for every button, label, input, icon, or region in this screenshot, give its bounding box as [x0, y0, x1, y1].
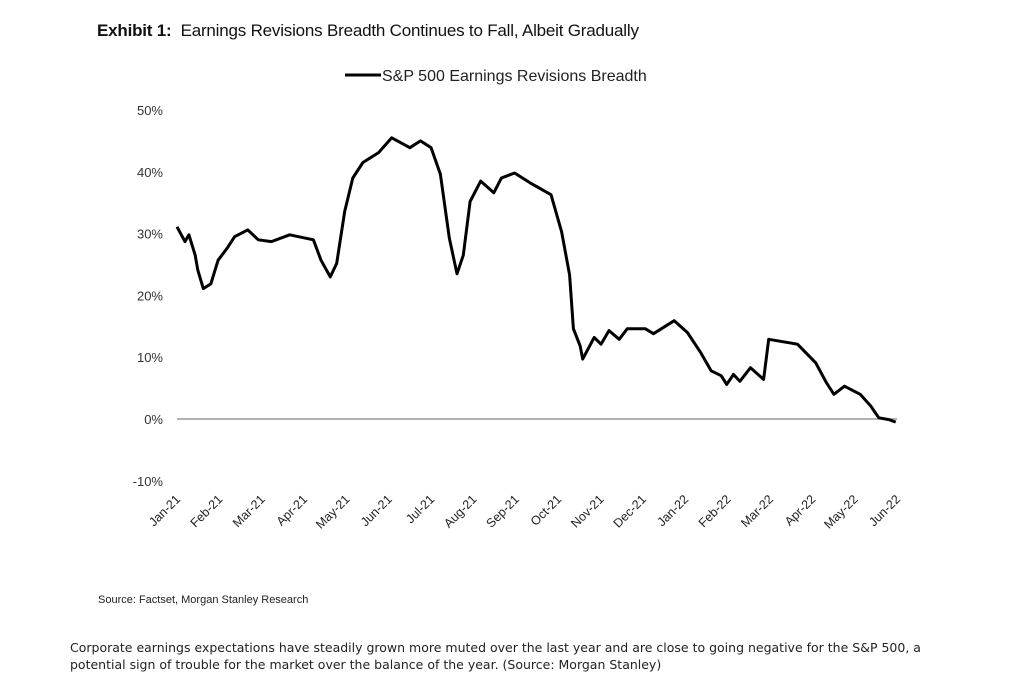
x-tick-label: Jan-21: [146, 492, 183, 529]
x-tick-label: Jun-21: [358, 492, 395, 529]
x-tick-label: Sep-21: [484, 492, 522, 530]
y-tick-label: 10%: [137, 350, 163, 365]
y-tick-label: 20%: [137, 288, 163, 303]
y-tick-label: 0%: [144, 412, 163, 427]
x-tick-label: Jul-21: [403, 492, 437, 526]
legend: S&P 500 Earnings Revisions Breadth: [345, 68, 647, 85]
x-tick-label: Jun-22: [866, 492, 903, 529]
x-tick-label: May-21: [313, 492, 352, 531]
y-tick-label: 50%: [137, 103, 163, 118]
x-tick-label: Feb-22: [696, 492, 734, 530]
source-note: Source: Factset, Morgan Stanley Research: [98, 594, 309, 606]
chart-title-text: Earnings Revisions Breadth Continues to …: [180, 21, 639, 40]
x-tick-label: Apr-21: [274, 492, 310, 528]
x-tick-label: Mar-22: [738, 492, 776, 530]
y-tick-label: -10%: [133, 474, 164, 489]
x-axis: Jan-21 Feb-21 Mar-21 Apr-21 May-21 Jun-21 Jul-…: [146, 492, 903, 531]
chart-title: Exhibit 1: Earnings Revisions Breadth Co…: [97, 21, 639, 41]
y-tick-label: 30%: [137, 227, 163, 242]
y-tick-label: 40%: [137, 165, 163, 180]
x-tick-label: Feb-21: [188, 492, 226, 530]
caption: Corporate earnings expectations have ste…: [70, 640, 921, 672]
x-tick-label: Oct-21: [528, 492, 564, 528]
x-tick-label: Aug-21: [441, 492, 479, 530]
x-tick-label: Nov-21: [568, 492, 606, 530]
x-tick-label: Dec-21: [611, 492, 649, 530]
legend-label: S&P 500 Earnings Revisions Breadth: [382, 68, 647, 85]
x-tick-label: Apr-22: [782, 492, 818, 528]
x-tick-label: May-22: [821, 492, 860, 531]
exhibit-label: Exhibit 1:: [97, 21, 172, 40]
x-tick-label: Jan-22: [654, 492, 691, 529]
y-axis: 50% 40% 30% 20% 10% 0% -10%: [133, 103, 164, 489]
x-tick-label: Mar-21: [230, 492, 268, 530]
series-line-sp500-revisions-breadth: [175, 136, 897, 424]
